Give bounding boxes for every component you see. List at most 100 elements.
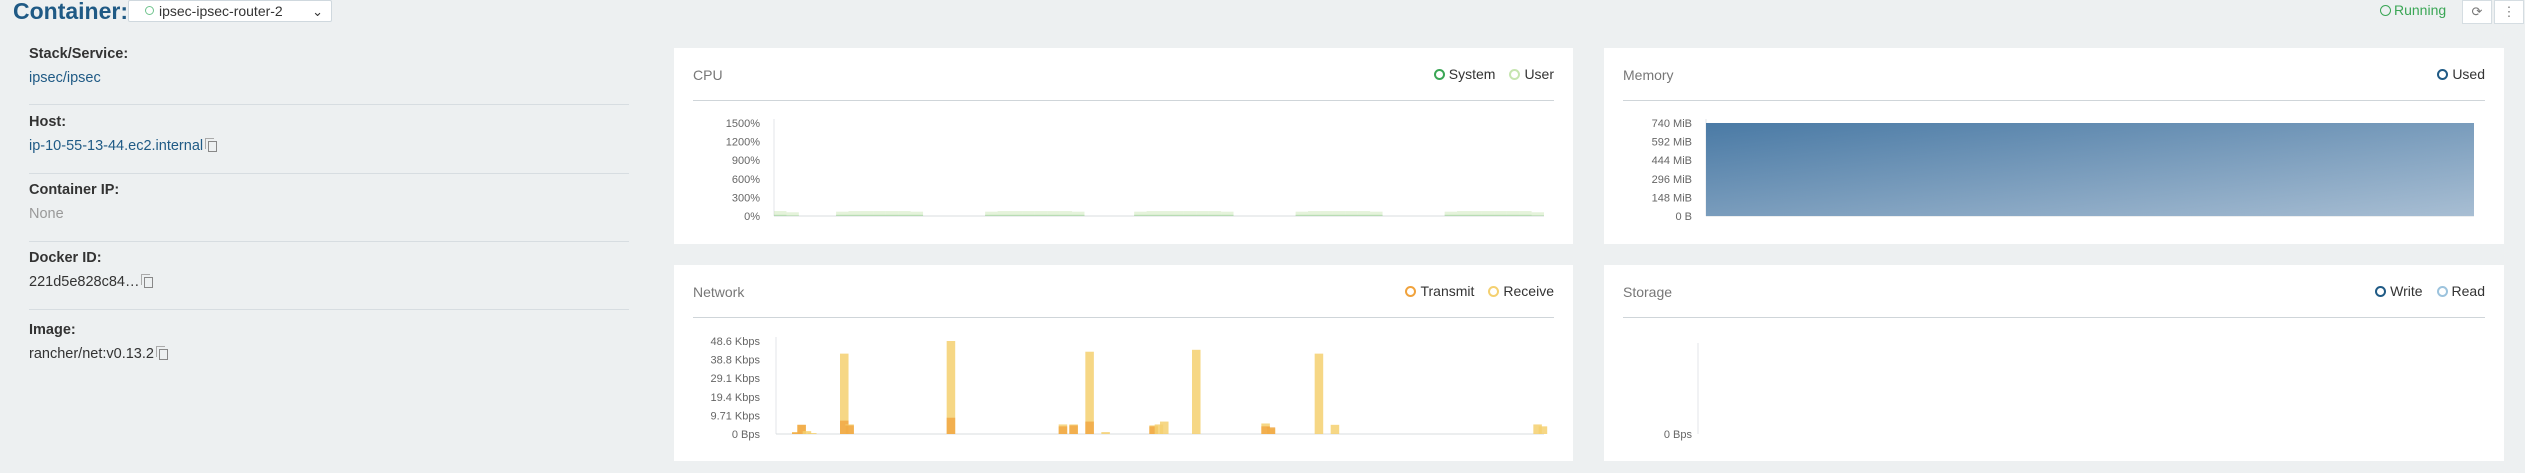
y-tick-label: 19.4 Kbps xyxy=(710,392,760,404)
cpu-user-bar xyxy=(1009,211,1023,216)
cpu-system-bar xyxy=(885,214,899,216)
legend-label: User xyxy=(1524,66,1554,82)
cpu-user-bar xyxy=(985,211,998,216)
cpu-user-bar xyxy=(997,211,1010,216)
network-receive-bar xyxy=(1085,351,1094,434)
container-select[interactable]: ipsec-ipsec-router-2 ⌄ xyxy=(128,0,332,22)
card-title: Memory xyxy=(1623,67,1674,83)
cpu-user-bar xyxy=(1444,211,1458,216)
network-transmit-bar xyxy=(840,420,849,434)
legend-transmit[interactable]: Transmit xyxy=(1405,283,1474,299)
copy-icon[interactable] xyxy=(155,346,168,360)
cpu-user-bar xyxy=(885,211,899,216)
storage-chart: 0 Bps xyxy=(1664,343,1699,441)
info-container-ip: Container IP: None xyxy=(29,182,629,222)
cpu-user-bar xyxy=(1072,211,1085,216)
storage-card: Storage Write Read 0 Bps xyxy=(1604,265,2504,461)
info-label: Container IP: xyxy=(29,182,120,198)
network-receive-bar xyxy=(1154,424,1164,434)
legend-system[interactable]: System xyxy=(1433,66,1495,82)
cpu-system-bar xyxy=(1183,214,1197,216)
chart-legend: System User xyxy=(1433,66,1554,82)
cpu-system-bar xyxy=(1332,214,1346,216)
cpu-user-bar xyxy=(898,211,911,216)
cpu-user-bar xyxy=(1481,211,1495,216)
cpu-user-bar xyxy=(1034,211,1048,216)
host-link[interactable]: ip-10-55-13-44.ec2.internal xyxy=(29,138,204,154)
cpu-system-bar xyxy=(1009,214,1023,216)
y-tick-label: 48.6 Kbps xyxy=(710,336,760,348)
cpu-system-bar xyxy=(1357,214,1371,216)
cpu-user-bar xyxy=(1370,211,1383,216)
legend-label: Receive xyxy=(1503,283,1554,299)
legend-used[interactable]: Used xyxy=(2437,66,2485,82)
cpu-system-bar xyxy=(1506,214,1520,216)
network-receive-bar xyxy=(1533,424,1542,434)
cpu-user-bar xyxy=(1457,211,1470,216)
network-receive-bar xyxy=(1314,353,1324,434)
legend-user[interactable]: User xyxy=(1509,66,1554,82)
cpu-system-bar xyxy=(1196,214,1209,216)
cpu-user-bar xyxy=(1308,211,1321,216)
cpu-system-bar xyxy=(860,214,874,216)
divider xyxy=(29,104,629,105)
network-transmit-bar xyxy=(797,424,806,434)
network-transmit-bar xyxy=(1085,421,1094,434)
divider xyxy=(29,309,629,310)
y-tick-label: 1200% xyxy=(726,137,760,149)
legend-ring-icon xyxy=(1405,285,1417,297)
more-actions-button[interactable]: ⋮ xyxy=(2494,0,2524,24)
page-title: Container: xyxy=(13,0,128,24)
network-receive-bar xyxy=(946,341,956,434)
image-value: rancher/net:v0.13.2 xyxy=(29,346,154,362)
status-badge: Running xyxy=(2380,2,2446,18)
network-transmit-bar xyxy=(1149,426,1158,434)
cpu-user-bar xyxy=(1345,211,1358,216)
cpu-user-bar xyxy=(848,211,861,216)
stack-service-link[interactable]: ipsec/ipsec xyxy=(29,70,101,86)
network-transmit-bar xyxy=(1069,425,1078,434)
y-tick-label: 296 MiB xyxy=(1652,174,1692,186)
memory-used-area xyxy=(1706,123,2474,216)
cpu-system-bar xyxy=(873,214,886,216)
network-transmit-bar xyxy=(1266,427,1276,434)
cpu-user-bar xyxy=(1159,211,1172,216)
cpu-user-bar xyxy=(1146,211,1159,216)
network-receive-bar xyxy=(1538,426,1548,434)
info-image: Image: rancher/net:v0.13.2 xyxy=(29,322,629,362)
copy-icon[interactable] xyxy=(205,138,218,152)
cpu-system-bar xyxy=(786,215,799,216)
divider xyxy=(1623,100,2485,101)
network-receive-bar xyxy=(802,431,812,434)
legend-write[interactable]: Write xyxy=(2375,283,2423,299)
y-tick-label: 29.1 Kbps xyxy=(710,373,760,385)
cpu-system-bar xyxy=(1308,214,1321,216)
cpu-user-bar xyxy=(873,211,886,216)
y-tick-label: 38.8 Kbps xyxy=(710,355,760,367)
divider xyxy=(29,241,629,242)
network-transmit-bar xyxy=(1058,426,1068,434)
network-transmit-bar xyxy=(946,417,956,434)
legend-ring-icon xyxy=(2437,68,2449,80)
copy-icon[interactable] xyxy=(141,274,154,288)
network-receive-bar xyxy=(840,353,849,434)
cpu-system-bar xyxy=(848,214,861,216)
docker-id-value: 221d5e828c84… xyxy=(29,274,140,290)
container-select-value: ipsec-ipsec-router-2 xyxy=(159,3,283,19)
network-receive-bar xyxy=(808,433,817,434)
cpu-system-bar xyxy=(1469,214,1482,216)
info-label: Docker ID: xyxy=(29,250,102,266)
legend-receive[interactable]: Receive xyxy=(1488,283,1554,299)
cpu-system-bar xyxy=(1208,214,1222,216)
legend-read[interactable]: Read xyxy=(2436,283,2485,299)
y-tick-label: 592 MiB xyxy=(1652,137,1692,149)
refresh-button[interactable]: ⟳ xyxy=(2462,0,2492,24)
network-card: Network Transmit Receive 48.6 Kbps 38.8 K… xyxy=(674,265,1573,461)
network-transmit-bar xyxy=(792,432,801,434)
cpu-system-bar xyxy=(774,214,787,216)
memory-card: Memory Used 740 MiB 592 MiB 444 MiB 296 MiB… xyxy=(1604,48,2504,244)
cpu-system-bar xyxy=(1072,214,1085,216)
divider xyxy=(1623,317,2485,318)
network-chart: 48.6 Kbps 38.8 Kbps 29.1 Kbps 19.4 Kbps 9.71… xyxy=(710,336,1548,441)
card-title: CPU xyxy=(693,67,723,83)
